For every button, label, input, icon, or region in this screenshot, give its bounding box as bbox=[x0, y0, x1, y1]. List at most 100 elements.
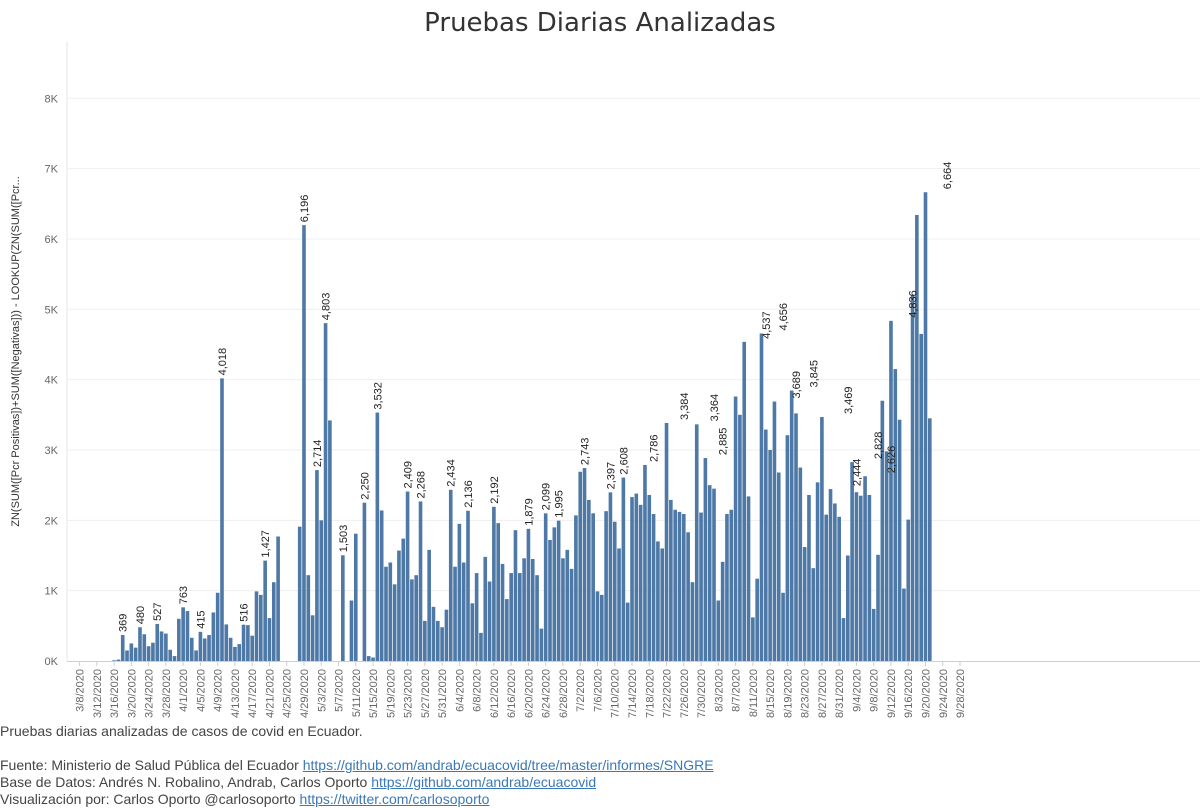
bar bbox=[720, 561, 725, 661]
y-tick-label: 4K bbox=[45, 375, 59, 387]
bar bbox=[824, 514, 829, 661]
bar bbox=[233, 646, 237, 661]
x-tick-label: 8/7/2020 bbox=[731, 669, 743, 712]
x-tick-label: 7/14/2020 bbox=[627, 669, 639, 718]
data-label: 1,427 bbox=[260, 530, 272, 558]
bar bbox=[371, 657, 375, 661]
y-tick-label: 3K bbox=[45, 445, 59, 457]
database-line: Base de Datos: Andrés N. Robalino, Andra… bbox=[0, 774, 714, 791]
bar bbox=[401, 538, 406, 661]
source-text: Fuente: Ministerio de Salud Pública del … bbox=[0, 757, 303, 773]
bar bbox=[569, 568, 574, 661]
bar bbox=[470, 603, 475, 661]
source-link[interactable]: https://github.com/andrab/ecuacovid/tree… bbox=[302, 757, 714, 773]
bar-chart: 0K 1K 2K 3K 4K 5K 6K 7K 8K ZN(SUM([Pcr Positivas]… bbox=[10, 42, 1200, 718]
y-tick-label: 8K bbox=[45, 93, 59, 105]
bar bbox=[539, 628, 544, 661]
bar bbox=[738, 414, 742, 661]
bar bbox=[833, 503, 837, 661]
bar bbox=[496, 523, 501, 661]
bar bbox=[189, 637, 194, 661]
bar bbox=[328, 420, 332, 661]
y-tick-label: 7K bbox=[45, 164, 59, 176]
data-label: 6,664 bbox=[942, 162, 954, 190]
bar bbox=[798, 467, 803, 661]
y-tick-label: 5K bbox=[45, 304, 59, 316]
bar bbox=[349, 600, 354, 661]
bar bbox=[582, 468, 587, 661]
bar bbox=[867, 495, 872, 661]
bar bbox=[384, 566, 388, 661]
bar bbox=[746, 496, 751, 661]
x-tick-label: 6/28/2020 bbox=[558, 669, 570, 718]
bar bbox=[379, 510, 384, 661]
bar bbox=[789, 390, 794, 661]
bar bbox=[785, 435, 790, 661]
bar bbox=[237, 644, 242, 661]
bar bbox=[591, 513, 595, 661]
bar bbox=[198, 631, 203, 661]
bar bbox=[509, 573, 513, 661]
bar bbox=[807, 495, 811, 661]
x-tick-label: 9/24/2020 bbox=[938, 669, 950, 718]
chart-footer: Pruebas diarias analizadas de casos de c… bbox=[0, 723, 714, 808]
bar bbox=[353, 533, 358, 661]
bar bbox=[686, 532, 690, 661]
x-tick-label: 8/27/2020 bbox=[817, 669, 829, 718]
bar bbox=[768, 449, 772, 661]
bar bbox=[246, 625, 250, 661]
bar bbox=[405, 491, 410, 661]
x-tick-label: 5/23/2020 bbox=[403, 669, 415, 718]
x-tick-label: 7/10/2020 bbox=[610, 669, 622, 718]
x-tick-label: 4/21/2020 bbox=[265, 669, 277, 718]
bar bbox=[876, 554, 880, 661]
database-link[interactable]: https://github.com/andrab/ecuacovid bbox=[371, 774, 597, 790]
bar bbox=[250, 635, 255, 661]
bar bbox=[707, 485, 712, 661]
data-label: 2,885 bbox=[718, 428, 730, 456]
bar bbox=[297, 526, 302, 661]
visualization-link[interactable]: https://twitter.com/carlosoporto bbox=[299, 791, 490, 807]
x-tick-label: 7/2/2020 bbox=[575, 669, 587, 712]
data-label: 3,364 bbox=[709, 394, 721, 422]
bar bbox=[604, 511, 608, 661]
bar bbox=[763, 429, 768, 661]
bar bbox=[479, 632, 483, 661]
bar bbox=[129, 643, 134, 661]
bar bbox=[457, 523, 462, 661]
bar bbox=[431, 606, 436, 661]
bar bbox=[177, 618, 181, 661]
data-label: 4,537 bbox=[761, 311, 773, 339]
bar bbox=[587, 499, 591, 661]
x-tick-label: 9/28/2020 bbox=[955, 669, 967, 718]
bar bbox=[608, 492, 613, 661]
bar bbox=[651, 513, 656, 661]
bar bbox=[802, 547, 807, 661]
data-label: 2,786 bbox=[649, 434, 661, 462]
x-tick-label: 3/12/2020 bbox=[92, 669, 104, 718]
bar bbox=[461, 562, 466, 661]
source-line: Fuente: Ministerio de Salud Pública del … bbox=[0, 757, 714, 774]
x-tick-label: 5/31/2020 bbox=[437, 669, 449, 718]
y-tick-label: 0K bbox=[45, 656, 59, 668]
x-tick-label: 9/20/2020 bbox=[921, 669, 933, 718]
bar bbox=[202, 638, 207, 661]
bar bbox=[742, 341, 747, 661]
x-tick-label: 6/16/2020 bbox=[506, 669, 518, 718]
bar bbox=[474, 573, 479, 661]
bar bbox=[776, 472, 781, 661]
bar bbox=[530, 559, 535, 661]
bar bbox=[418, 501, 423, 661]
bar bbox=[703, 458, 708, 661]
x-tick-label: 7/22/2020 bbox=[662, 669, 674, 718]
bar bbox=[543, 513, 548, 661]
x-tick-label: 5/7/2020 bbox=[334, 669, 346, 712]
data-label: 3,532 bbox=[372, 382, 384, 410]
bar bbox=[690, 582, 695, 661]
bar bbox=[375, 412, 380, 661]
bar bbox=[902, 588, 906, 661]
bar bbox=[643, 465, 647, 661]
bar bbox=[634, 493, 639, 661]
bar bbox=[440, 627, 444, 661]
x-tick-label: 4/9/2020 bbox=[213, 669, 225, 712]
